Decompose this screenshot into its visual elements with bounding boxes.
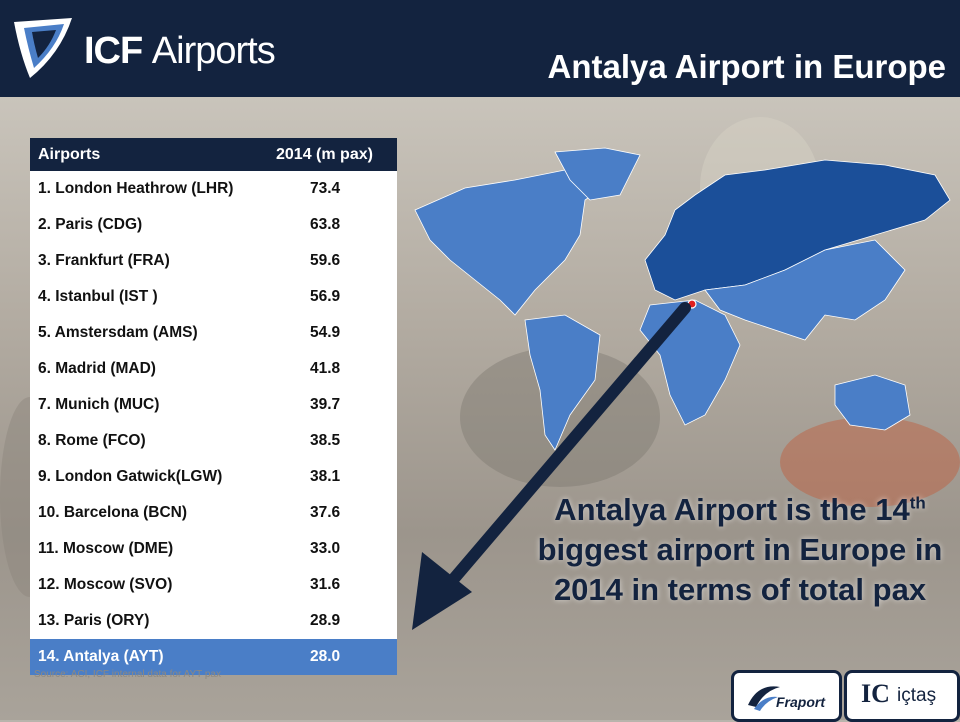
world-map — [414, 147, 951, 451]
airport-pax: 31.6 — [310, 576, 341, 593]
table-row: 4. Istanbul (IST ) 56.9 — [30, 279, 397, 315]
header-bar: ICF Airports Antalya Airport in Europe — [0, 0, 960, 97]
australia-shape — [834, 374, 911, 431]
airport-ranking-table: Airports 2014 (m pax) 1. London Heathrow… — [30, 138, 397, 675]
north-america-shape — [414, 151, 616, 316]
table-row: 9. London Gatwick(LGW) 38.1 — [30, 459, 397, 495]
airport-name: 6. Madrid (MAD) — [38, 360, 156, 377]
airport-pax: 41.8 — [310, 360, 341, 377]
table-row: 8. Rome (FCO) 38.5 — [30, 423, 397, 459]
airport-pax: 38.5 — [310, 432, 341, 449]
south-america-shape — [524, 314, 601, 451]
ictas-name: içtaş — [897, 685, 937, 706]
icf-logo-icon — [14, 18, 72, 78]
logo-wordmark: ICF Airports — [84, 30, 276, 73]
airport-pax: 39.7 — [310, 396, 341, 413]
asia-shape — [704, 239, 906, 341]
airport-pax: 59.6 — [310, 252, 341, 269]
header-value: 2014 (m pax) — [276, 145, 373, 163]
airport-name: 3. Frankfurt (FRA) — [38, 252, 170, 269]
table-header-row: Airports 2014 (m pax) — [30, 138, 397, 171]
callout-line1: Antalya Airport is the 14 — [554, 492, 910, 527]
header-airports: Airports — [38, 145, 101, 163]
table-row: 5. Amstersdam (AMS) 54.9 — [30, 315, 397, 351]
logo-rest: Airports — [151, 30, 276, 72]
airport-pax: 54.9 — [310, 324, 341, 341]
airport-name: 7. Munich (MUC) — [38, 396, 160, 413]
callout-line3: 2014 in terms of total pax — [553, 572, 927, 607]
table-row: 2. Paris (CDG) 63.8 — [30, 207, 397, 243]
airport-name: 9. London Gatwick(LGW) — [38, 468, 223, 485]
airport-pax: 28.9 — [310, 612, 341, 629]
greenland-shape — [554, 147, 641, 201]
page-title: Antalya Airport in Europe — [547, 48, 946, 85]
ictas-logo: IC içtaş — [844, 670, 960, 722]
logo-bold: ICF — [84, 30, 143, 72]
source-note: Source: ACI, ICF internal data for AYT p… — [34, 669, 221, 680]
airport-name: 10. Barcelona (BCN) — [38, 504, 188, 521]
ictas-ic: IC — [861, 679, 890, 708]
airport-name: 1. London Heathrow (LHR) — [38, 180, 234, 197]
fraport-logo: Fraport — [731, 670, 842, 722]
table-row-highlighted: 14. Antalya (AYT) 28.0 — [30, 639, 397, 675]
airport-pax: 56.9 — [310, 288, 341, 305]
airport-name: 11. Moscow (DME) — [38, 540, 174, 557]
airport-name: 5. Amstersdam (AMS) — [38, 324, 198, 341]
table-row: 6. Madrid (MAD) 41.8 — [30, 351, 397, 387]
callout-text: Antalya Airport is the 14th biggest airp… — [530, 490, 950, 610]
callout-ordinal: th — [909, 493, 926, 513]
table-row: 13. Paris (ORY) 28.9 — [30, 603, 397, 639]
airport-pax: 73.4 — [310, 180, 341, 197]
airport-name: 2. Paris (CDG) — [38, 216, 143, 233]
table-row: 10. Barcelona (BCN) 37.6 — [30, 495, 397, 531]
table-row: 3. Frankfurt (FRA) 59.6 — [30, 243, 397, 279]
airport-pax: 63.8 — [310, 216, 341, 233]
airport-name: 12. Moscow (SVO) — [38, 576, 173, 593]
airport-pax: 37.6 — [310, 504, 341, 521]
airport-pax: 33.0 — [310, 540, 341, 557]
callout-line2: biggest airport in Europe in — [537, 532, 943, 567]
table-row: 12. Moscow (SVO) 31.6 — [30, 567, 397, 603]
fraport-swoosh-icon — [748, 686, 780, 711]
pointer-arrow-icon — [412, 302, 691, 630]
fraport-name: Fraport — [776, 694, 825, 710]
table-row: 1. London Heathrow (LHR) 73.4 — [30, 171, 397, 207]
airport-pax: 28.0 — [310, 648, 341, 665]
airport-name: 14. Antalya (AYT) — [38, 648, 164, 665]
airport-pax: 38.1 — [310, 468, 341, 485]
airport-name: 8. Rome (FCO) — [38, 432, 146, 449]
airport-name: 4. Istanbul (IST ) — [38, 288, 158, 305]
table-row: 7. Munich (MUC) 39.7 — [30, 387, 397, 423]
table-row: 11. Moscow (DME) 33.0 — [30, 531, 397, 567]
airport-name: 13. Paris (ORY) — [38, 612, 150, 629]
